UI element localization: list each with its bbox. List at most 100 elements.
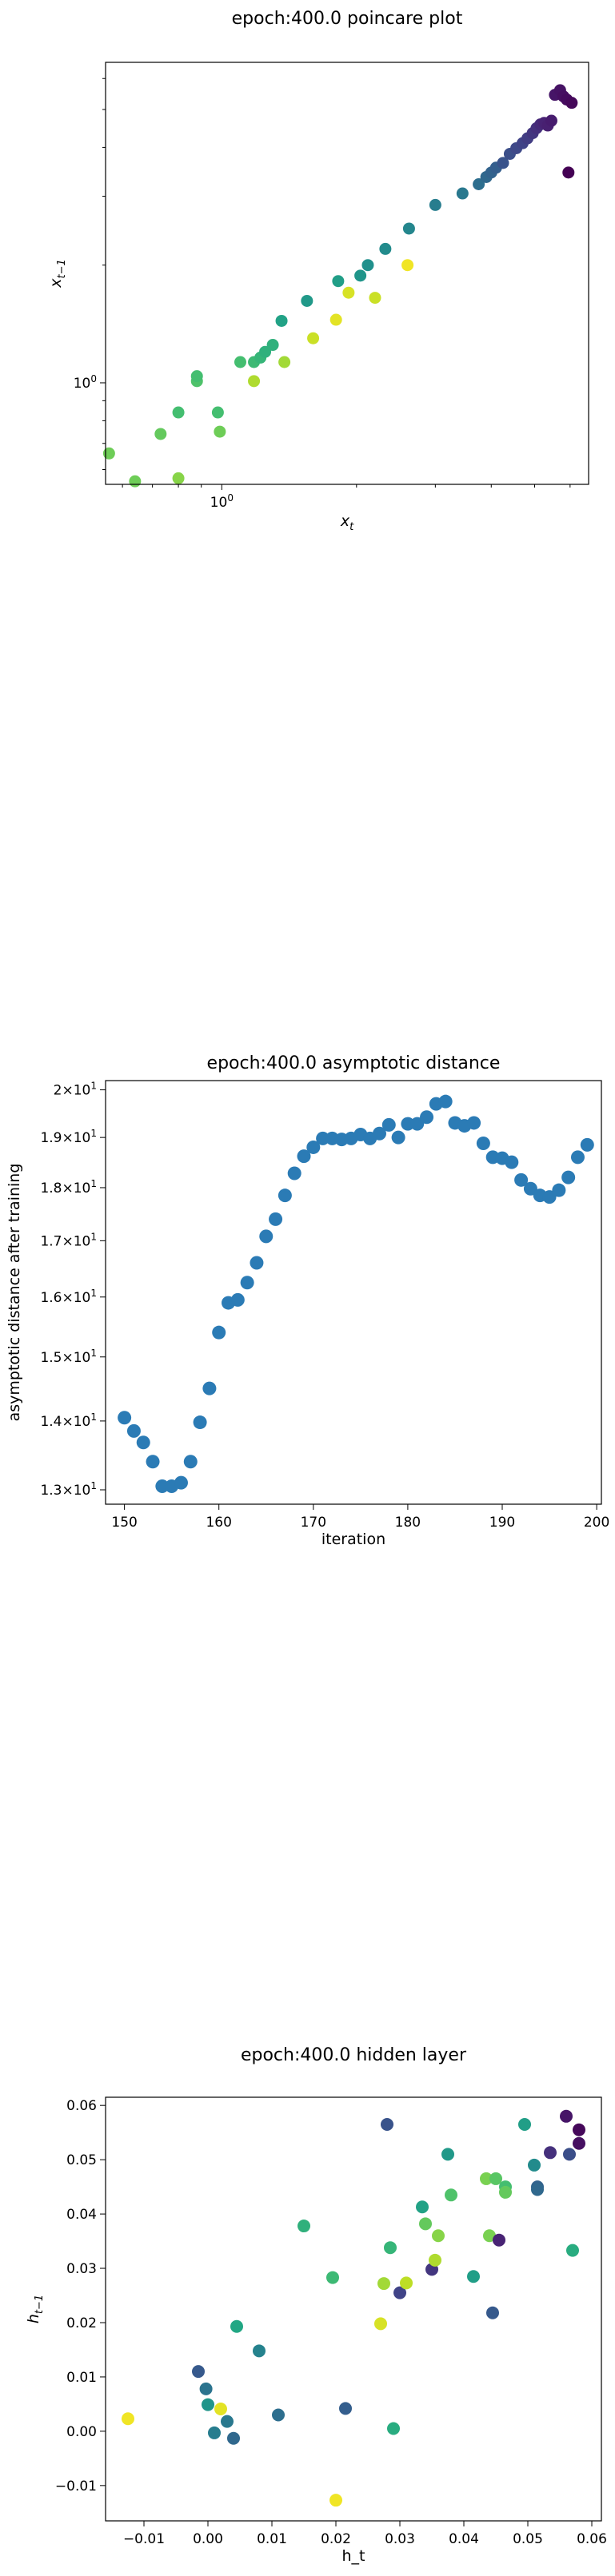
poincare-plot-ticks: 100 100 xyxy=(74,78,571,511)
hidden-layer-point xyxy=(298,2220,310,2233)
asymptotic-distance-point xyxy=(476,1137,490,1151)
poincare-plot-frame xyxy=(105,62,589,485)
poincare-plot-point xyxy=(172,406,185,419)
hidden-layer-point xyxy=(573,2123,585,2136)
hidden-layer-point xyxy=(221,2415,234,2428)
poincare-plot-title: epoch:400.0 poincare plot xyxy=(232,9,463,29)
hidden-layer-point xyxy=(214,2403,227,2416)
hidden-layer-point xyxy=(393,2286,406,2299)
hidden-layer-y-tick-label: 0.00 xyxy=(66,2424,97,2440)
asymptotic-distance-point xyxy=(391,1130,405,1145)
asymptotic-distance-point xyxy=(316,1131,330,1145)
asymptotic-distance-point xyxy=(552,1183,566,1197)
asymptotic-distance-panel: epoch:400.0 asymptotic distance 150 160 17… xyxy=(0,1039,615,1614)
hidden-layer-x-tick-label: −0.01 xyxy=(123,2531,165,2547)
asymptotic-distance-point xyxy=(146,1455,160,1469)
asymptotic-distance-point xyxy=(372,1126,386,1141)
poincare-plot-point xyxy=(401,259,414,272)
hidden-layer-point xyxy=(381,2117,393,2131)
poincare-plot-points xyxy=(102,84,578,488)
poincare-plot-point xyxy=(129,475,142,488)
hidden-layer-point xyxy=(480,2172,493,2185)
hidden-layer-ticks: −0.01 0.00 0.01 0.02 0.03 0.04 0.05 0.06 −0.01 0.… xyxy=(55,2098,607,2547)
hidden-layer-point xyxy=(486,2306,499,2319)
asymptotic-distance-point xyxy=(297,1149,311,1164)
asymptotic-distance-point xyxy=(505,1155,519,1169)
poincare-plot-point xyxy=(211,406,224,419)
poincare-plot-point xyxy=(369,292,381,305)
asymptotic-distance-title: epoch:400.0 asymptotic distance xyxy=(207,1053,501,1073)
asymptotic-distance-point xyxy=(183,1455,198,1469)
poincare-plot-panel: epoch:400.0 poincare plot 100 100 xt xt−1 xyxy=(0,0,615,533)
asymptotic-distance-point xyxy=(136,1435,150,1450)
hidden-layer-y-label: ht−1 xyxy=(25,2295,46,2323)
poincare-plot-point xyxy=(342,286,355,299)
poincare-plot-x-label: xt xyxy=(340,512,354,533)
poincare-plot-point xyxy=(329,313,342,326)
hidden-layer-point xyxy=(253,2344,266,2358)
asymptotic-distance-x-tick-label: 200 xyxy=(584,1515,609,1531)
hidden-layer-point xyxy=(230,2319,243,2333)
poincare-plot-point xyxy=(402,222,415,235)
poincare-plot-point xyxy=(456,187,469,200)
asymptotic-distance-y-tick-label: 1.9×101 xyxy=(40,1128,97,1146)
asymptotic-distance-point xyxy=(202,1381,217,1395)
hidden-layer-point xyxy=(202,2398,214,2411)
hidden-layer-point xyxy=(493,2233,505,2247)
asymptotic-distance-point xyxy=(420,1110,434,1125)
asymptotic-distance-ticks: 150 160 170 180 190 200 1.3×101 1.4×101 1.5×101 1… xyxy=(40,1081,609,1531)
hidden-layer-point xyxy=(467,2270,480,2283)
asymptotic-distance-point xyxy=(287,1166,302,1181)
hidden-layer-point xyxy=(419,2217,432,2231)
asymptotic-distance-point xyxy=(118,1411,132,1425)
asymptotic-distance-point xyxy=(514,1173,529,1187)
poincare-plot-point xyxy=(259,345,272,358)
hidden-layer-x-tick-label: 0.02 xyxy=(321,2531,351,2547)
asymptotic-distance-y-tick-label: 1.7×101 xyxy=(40,1231,97,1249)
poincare-plot-point xyxy=(190,370,203,383)
hidden-layer-point xyxy=(384,2241,397,2255)
asymptotic-distance-point xyxy=(240,1276,254,1290)
poincare-plot-point xyxy=(154,428,167,440)
asymptotic-distance-x-tick-label: 160 xyxy=(206,1515,231,1531)
asymptotic-distance-y-tick-label: 2×101 xyxy=(54,1081,97,1099)
asymptotic-distance-point xyxy=(259,1229,274,1244)
asymptotic-distance-point xyxy=(561,1170,576,1184)
hidden-layer-point xyxy=(544,2146,557,2160)
hidden-layer-point xyxy=(272,2408,285,2422)
poincare-plot-chart: epoch:400.0 poincare plot 100 100 xt xt−1 xyxy=(47,9,589,533)
asymptotic-distance-y-tick-label: 1.8×101 xyxy=(40,1178,97,1196)
poincare-plot-point xyxy=(278,356,291,368)
hidden-layer-point xyxy=(499,2185,512,2199)
hidden-layer-point xyxy=(400,2276,413,2290)
hidden-layer-point xyxy=(483,2229,496,2243)
hidden-layer-point xyxy=(429,2253,441,2267)
poincare-plot-point xyxy=(102,447,115,460)
hidden-layer-point xyxy=(560,2109,573,2123)
poincare-plot-point xyxy=(473,177,485,190)
asymptotic-distance-point xyxy=(212,1325,226,1340)
hidden-layer-point xyxy=(566,2244,579,2257)
asymptotic-distance-y-tick-label: 1.3×101 xyxy=(40,1480,97,1499)
poincare-plot-y-label: xt−1 xyxy=(47,259,68,289)
asymptotic-distance-point xyxy=(580,1137,594,1152)
poincare-plot-point xyxy=(565,97,578,109)
hidden-layer-point xyxy=(122,2412,134,2426)
hidden-layer-point xyxy=(489,2172,502,2185)
poincare-plot-point xyxy=(545,114,557,127)
asymptotic-distance-chart: epoch:400.0 asymptotic distance 150 160 17… xyxy=(6,1053,609,1548)
asymptotic-distance-point xyxy=(174,1475,188,1490)
hidden-layer-point xyxy=(573,2136,585,2150)
asymptotic-distance-point xyxy=(523,1181,537,1196)
hidden-layer-point xyxy=(416,2200,429,2214)
hidden-layer-frame xyxy=(105,2096,602,2522)
asymptotic-distance-x-tick-label: 150 xyxy=(111,1515,137,1531)
poincare-plot-y-tick-label: 100 xyxy=(74,373,97,392)
hidden-layer-panel: epoch:400.0 hidden layer −0.01 0.00 0.01 0.… xyxy=(0,2006,615,2576)
hidden-layer-x-tick-label: 0.06 xyxy=(577,2531,607,2547)
asymptotic-distance-y-tick-label: 1.6×101 xyxy=(40,1288,97,1306)
hidden-layer-points xyxy=(122,2109,585,2507)
hidden-layer-title: epoch:400.0 hidden layer xyxy=(241,2045,467,2065)
hidden-layer-y-tick-label: 0.06 xyxy=(66,2098,97,2114)
asymptotic-distance-frame xyxy=(105,1080,602,1505)
